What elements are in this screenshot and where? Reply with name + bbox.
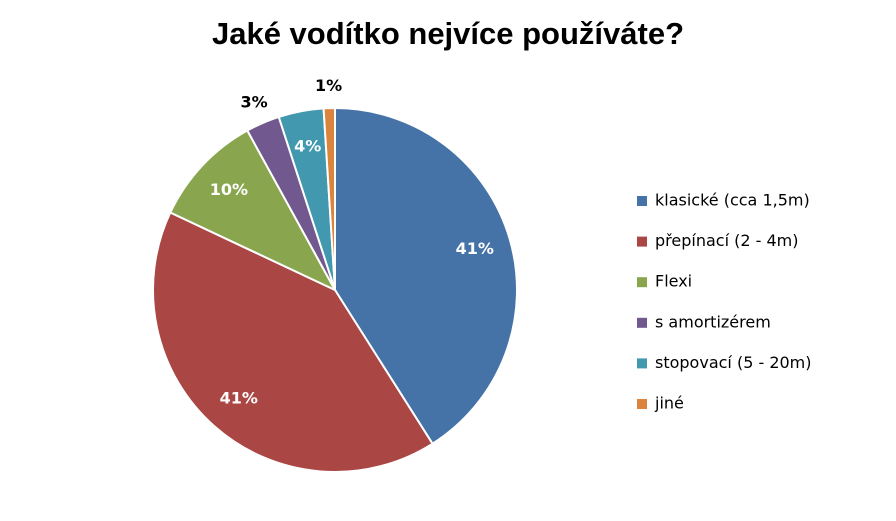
legend-label: stopovací (5 - 20m)	[655, 353, 812, 372]
legend-label: Flexi	[655, 272, 692, 291]
legend-label: klasické (cca 1,5m)	[655, 191, 810, 210]
pie-slice	[334, 106, 518, 446]
legend-swatch	[637, 317, 647, 328]
legend-swatch	[637, 277, 647, 288]
legend-swatch	[637, 196, 647, 206]
chart-title: Jaké vodítko nejvíce používáte?	[212, 16, 684, 51]
legend-swatch	[637, 399, 647, 409]
pie-slice	[152, 211, 434, 473]
data-label: 41%	[456, 239, 494, 258]
data-label: 10%	[210, 180, 248, 199]
pie-slice	[322, 106, 336, 291]
data-label: 4%	[294, 136, 321, 155]
legend-label: jiné	[654, 394, 684, 413]
legend-label: přepínací (2 - 4m)	[655, 231, 798, 250]
data-label: 41%	[220, 389, 258, 408]
legend-swatch	[637, 358, 647, 369]
data-label: 3%	[240, 92, 267, 111]
legend-swatch	[637, 236, 647, 247]
data-label: 1%	[315, 76, 342, 95]
pie-slice	[168, 129, 338, 293]
legend-label: s amortizérem	[655, 312, 771, 331]
